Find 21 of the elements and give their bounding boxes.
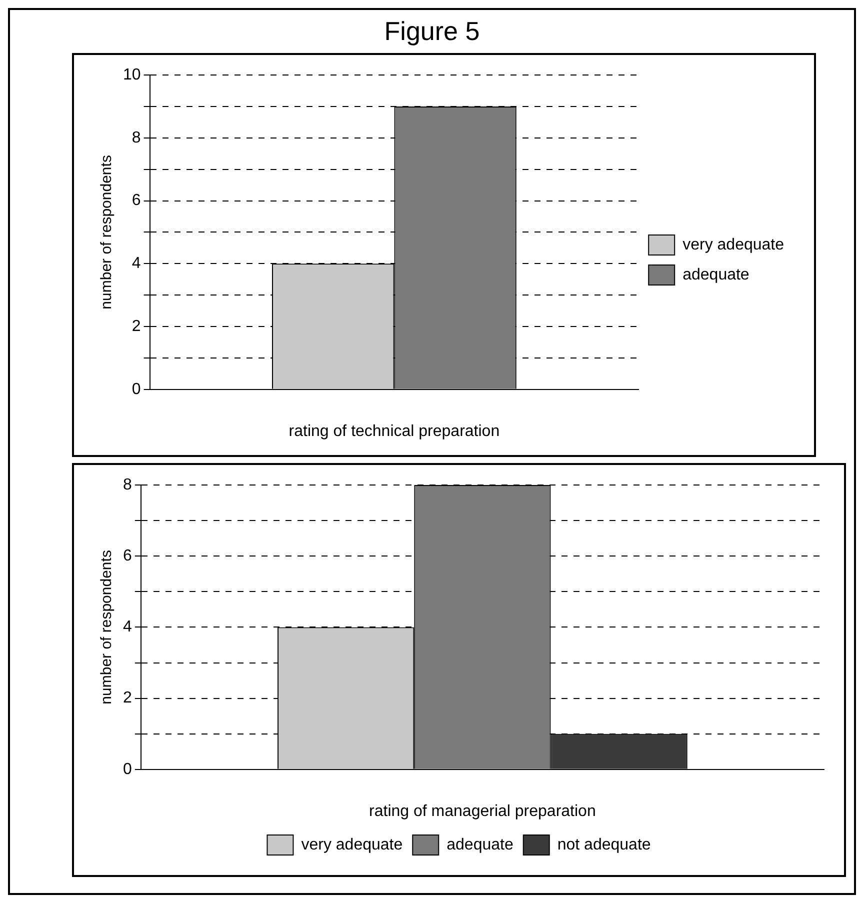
y-tick-label: 4 [132,255,141,272]
legend-label: very adequate [682,236,784,254]
y-tick-label: 8 [122,476,132,494]
x-axis-title: rating of technical preparation [288,422,500,440]
y-tick-label: 0 [132,380,141,398]
legend-label: adequate [446,836,514,854]
legend-label: very adequate [301,836,403,854]
y-axis-title: number of respondents [98,550,116,704]
y-axis-title: number of respondents [98,155,116,310]
y-tick-label: 6 [132,192,141,210]
legend-label: not adequate [557,836,651,854]
y-tick-label: 8 [132,129,141,146]
y-tick-label: 6 [122,548,132,565]
y-tick-label: 2 [132,318,141,335]
y-tick-label: 10 [123,66,141,84]
legend-label: adequate [682,266,750,284]
y-tick-label: 4 [122,618,132,636]
x-axis-title: rating of managerial preparation [369,802,596,820]
y-tick-label: 0 [122,760,132,778]
chart-title: Figure 5 [383,16,481,47]
y-tick-label: 2 [122,690,132,707]
